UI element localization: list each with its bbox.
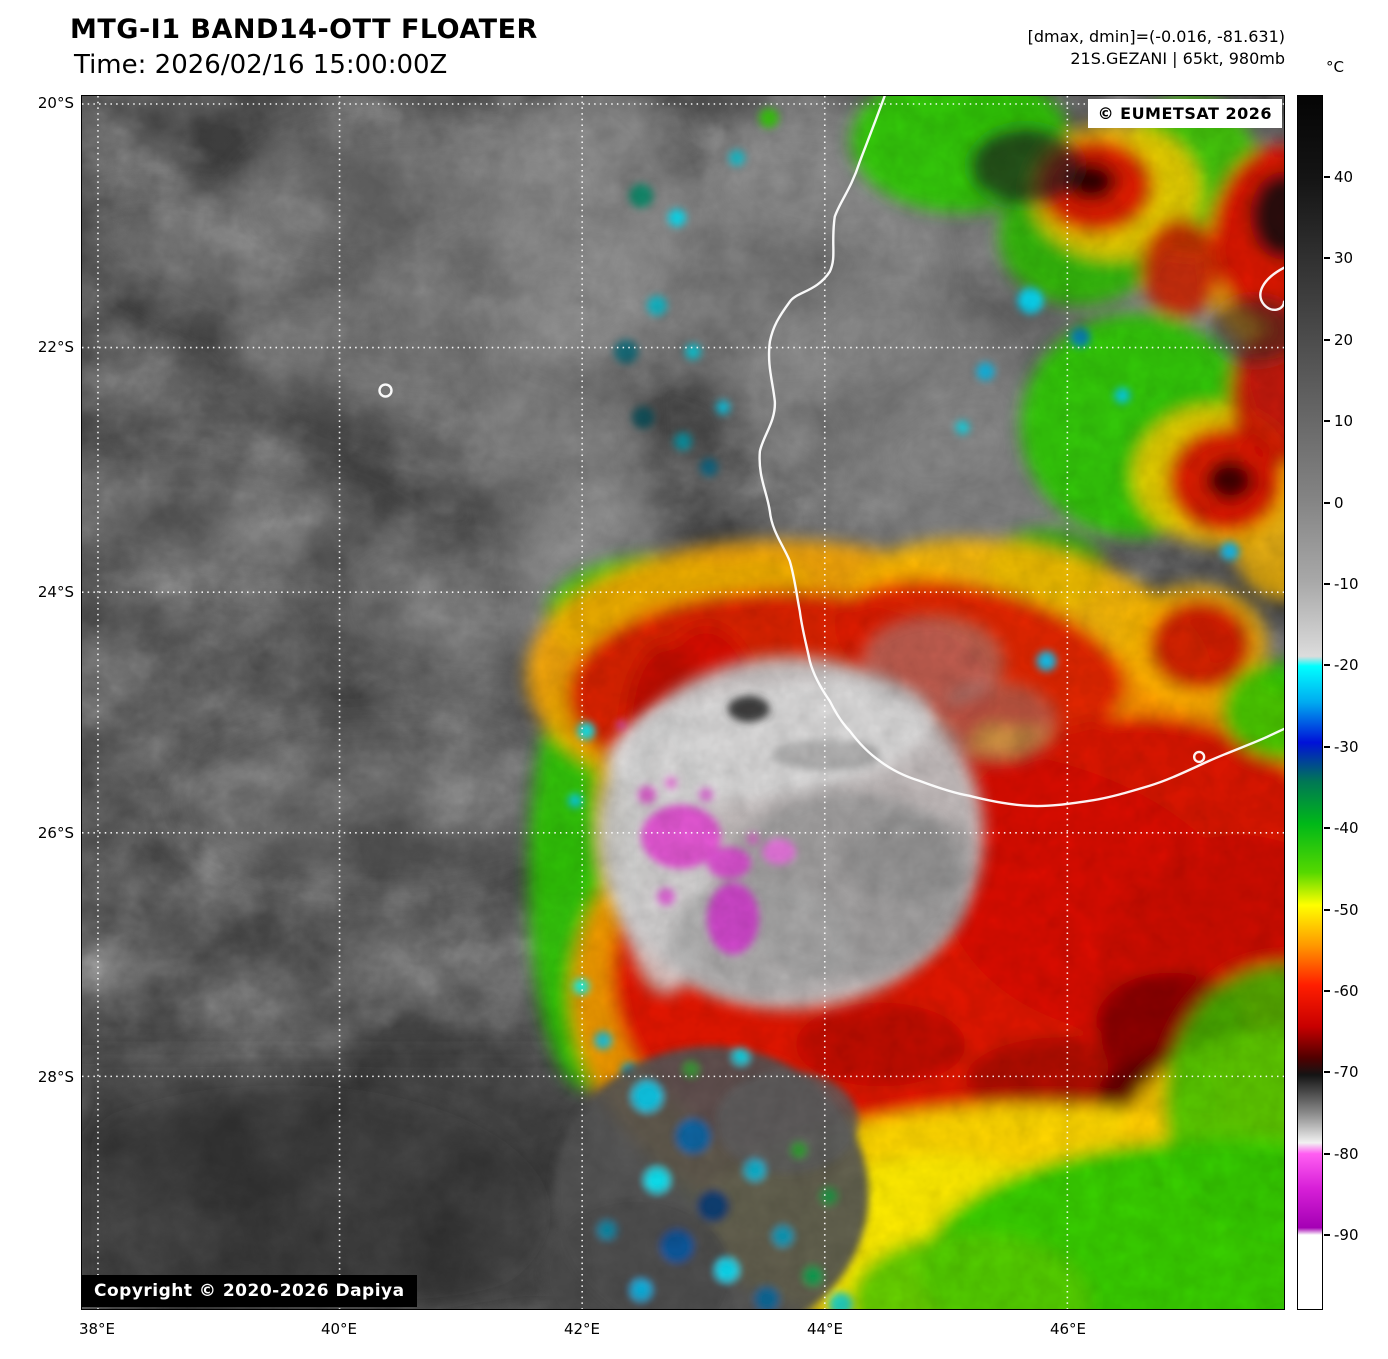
graticule bbox=[82, 96, 1284, 1309]
cb-tick-m20: -20 bbox=[1334, 656, 1359, 674]
colorbar-unit-label: °C bbox=[1326, 58, 1344, 76]
lat-label-24s: 24°S bbox=[37, 583, 74, 601]
storm-info-label: 21S.GEZANI | 65kt, 980mb bbox=[1070, 49, 1285, 68]
cb-tick-m90: -90 bbox=[1334, 1226, 1359, 1244]
cb-tick-m50: -50 bbox=[1334, 901, 1359, 919]
lon-label-44e: 44°E bbox=[806, 1320, 844, 1338]
cb-tick-m40: -40 bbox=[1334, 819, 1359, 837]
colorbar-ticks: 40 30 20 10 0 -10 -20 -30 -40 -50 -60 -7… bbox=[1323, 95, 1387, 1310]
cb-tick-m60: -60 bbox=[1334, 982, 1359, 1000]
coastline bbox=[378, 96, 1284, 808]
dmax-dmin-label: [dmax, dmin]=(-0.016, -81.631) bbox=[1027, 27, 1285, 46]
cb-tick-30: 30 bbox=[1334, 249, 1354, 267]
time-label: Time: 2026/02/16 15:00:00Z bbox=[74, 50, 448, 80]
lon-label-42e: 42°E bbox=[563, 1320, 601, 1338]
cb-tick-m80: -80 bbox=[1334, 1145, 1359, 1163]
satellite-map: © EUMETSAT 2026 Copyright © 2020-2026 Da… bbox=[81, 95, 1285, 1310]
cb-tick-20: 20 bbox=[1334, 331, 1354, 349]
temperature-colorbar bbox=[1297, 95, 1323, 1310]
page-title: MTG-I1 BAND14-OTT FLOATER bbox=[70, 14, 538, 45]
cb-tick-m30: -30 bbox=[1334, 738, 1359, 756]
cb-tick-m70: -70 bbox=[1334, 1063, 1359, 1081]
lon-label-38e: 38°E bbox=[78, 1320, 116, 1338]
lat-label-28s: 28°S bbox=[37, 1068, 74, 1086]
lat-label-22s: 22°S bbox=[37, 338, 74, 356]
copyright-badge: Copyright © 2020-2026 Dapiya bbox=[82, 1275, 417, 1307]
lon-label-46e: 46°E bbox=[1049, 1320, 1087, 1338]
satellite-image bbox=[82, 96, 1284, 1309]
cb-tick-10: 10 bbox=[1334, 412, 1354, 430]
lat-label-26s: 26°S bbox=[37, 824, 74, 842]
cb-tick-0: 0 bbox=[1334, 494, 1344, 512]
cb-tick-40: 40 bbox=[1334, 168, 1354, 186]
header-right: [dmax, dmin]=(-0.016, -81.631) 21S.GEZAN… bbox=[1028, 26, 1285, 70]
lon-label-40e: 40°E bbox=[320, 1320, 358, 1338]
eumetsat-badge: © EUMETSAT 2026 bbox=[1087, 99, 1282, 128]
cb-tick-m10: -10 bbox=[1334, 575, 1359, 593]
lat-label-20s: 20°S bbox=[37, 94, 74, 112]
